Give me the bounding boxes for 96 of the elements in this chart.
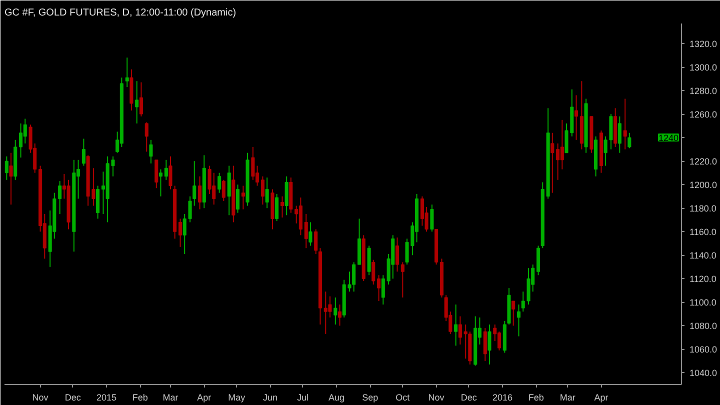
candlestick [458,316,462,346]
y-tick-label: 1200.0 [690,180,718,190]
candlestick [560,119,564,170]
y-tick-label: 1180.0 [690,204,716,214]
y-tick-label: 1060.0 [690,344,718,355]
candlestick [125,57,129,88]
x-tick-label: Nov [32,392,49,402]
chart-title: GC #F, GOLD FUTURES, D, 12:00-11:00 (Dynamic) [4,8,236,18]
candlestick [536,245,540,276]
candlestick [154,159,158,189]
candlestick [623,98,627,150]
y-tick-label: 1100.0 [690,298,716,308]
candlestick [82,138,86,166]
candlestick [314,228,318,254]
candlestick [222,179,226,202]
candlestick [604,136,608,166]
candlestick [236,184,240,214]
candlestick [284,176,288,216]
candlestick [198,176,202,210]
candlestick [328,296,332,318]
candlestick [338,304,342,326]
candlestick [4,156,8,180]
x-tick-label: Dec [64,392,82,402]
candlestick [556,142,560,180]
candlestick [521,291,525,312]
x-tick-label: Mar [560,392,576,402]
candlestick [260,176,264,206]
candlestick [454,304,458,346]
candlestick [497,331,501,351]
candlestick [96,185,100,220]
candlestick [178,218,182,248]
candlestick [550,132,554,194]
candlestick [430,204,434,232]
x-tick-label: Sep [362,392,378,402]
y-tick-label: 1040.0 [690,368,718,378]
candlestick [377,274,381,302]
candlestick [275,194,279,222]
x-tick-label: Apr [594,392,608,402]
candlestick [208,165,212,195]
y-tick-label: 1260.0 [690,110,718,120]
candlestick [9,152,13,206]
annotation: 1240 [658,133,679,144]
x-tick-label: Feb [132,392,148,402]
candlestick [334,296,338,326]
y-tick-label: 1080.0 [690,321,718,332]
y-tick-label: 1120.0 [690,274,716,284]
y-tick-label: 1140.0 [690,250,716,261]
candlestick [400,262,404,298]
candlestick [628,132,632,149]
y-tick-label: 1160.0 [690,227,716,238]
x-tick-label: Mar [162,392,178,402]
y-tick-label: 1320.0 [690,38,718,49]
candlestick [367,245,371,276]
x-tick-label: Jul [297,392,309,402]
x-tick-label: Nov [428,392,445,402]
candlestick [241,185,245,210]
candlestick [23,118,27,144]
x-tick-label: Jun [263,392,278,402]
candlestick [372,259,376,286]
candlestick [227,165,231,216]
candlestick [516,304,521,337]
candlestick [135,80,139,124]
y-tick-label: 1220.0 [690,156,718,167]
candlestick [251,146,255,180]
candlestick [149,139,153,164]
candlestick [218,172,222,194]
candlestick [304,213,308,249]
candlestick [19,122,23,158]
candlestick [395,237,400,272]
candlestick [308,222,312,246]
x-tick-label: Apr [197,392,212,402]
x-tick-label: Aug [328,392,344,402]
candlestick [139,82,143,117]
candlestick [298,197,302,236]
candlestick [512,300,516,326]
x-tick-label: Dec [460,392,478,402]
y-tick-label: 1300.0 [690,62,718,73]
candlestick [168,156,172,190]
candlestick [609,114,613,150]
candlestick [144,122,148,152]
candlestick [158,168,162,197]
candlestick [280,196,284,218]
candlestick [618,116,622,154]
candlestick [164,159,168,180]
candlestick [574,94,578,140]
candlestick [265,177,269,209]
x-tick-label: 2016 [492,392,513,402]
x-tick-label: Feb [528,392,544,402]
y-tick-label: 1280.0 [690,86,718,96]
candlestick [483,328,487,362]
candlestick [526,268,530,306]
x-tick-label: Oct [396,392,410,402]
x-tick-label: May [228,392,246,402]
x-tick-label: 2015 [96,392,117,402]
candlestick [488,324,492,366]
candlestick [192,160,196,206]
